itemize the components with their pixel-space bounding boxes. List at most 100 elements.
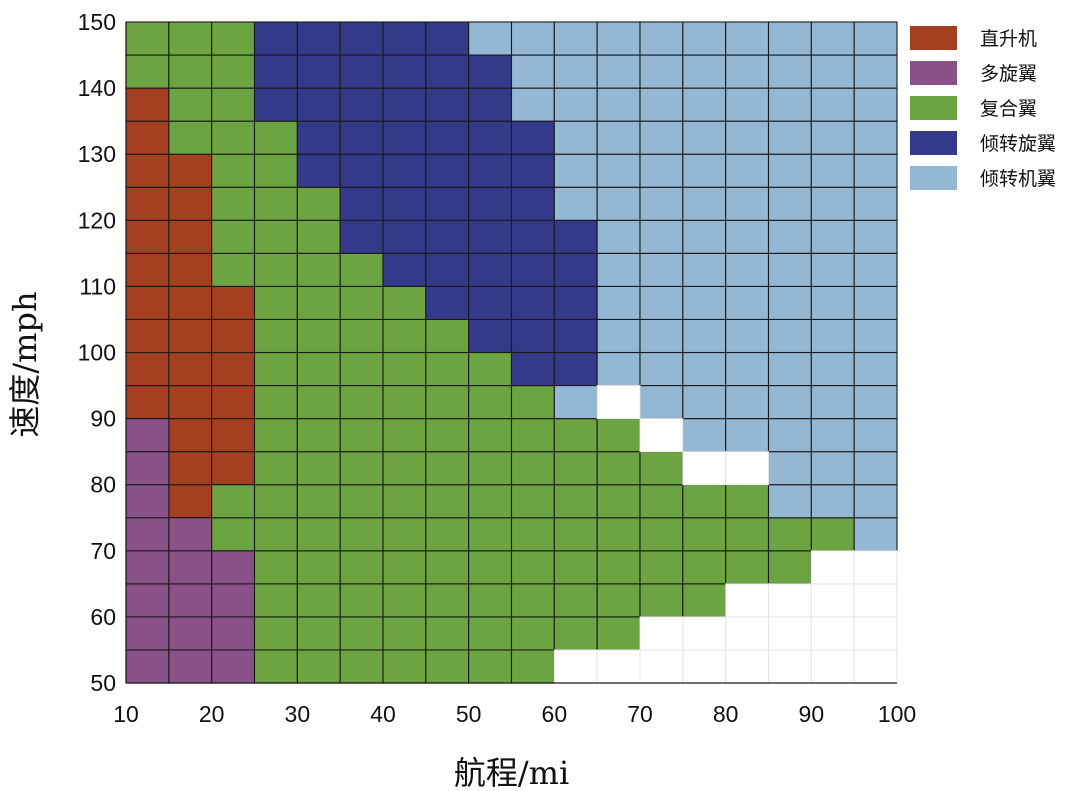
cell-76f45347673a-x15-y80 [168,451,213,486]
cell-590d54087ffc-x30-y95 [296,351,341,387]
cell-503e8f6c673a7ffc-x90-y135 [810,87,855,122]
cell-590d54087ffc-x30-y110 [296,252,341,287]
legend-label-76f45347673a: 直升机 [980,28,1037,50]
cell-590d54087ffc-x35-y85 [339,418,384,453]
cell-503e8f6c673a7ffc-x75-y120 [682,186,727,221]
cell-503e8f6c65cb7ffc-x30-y125 [296,153,341,188]
cell-590d54087ffc-x25-y130 [253,120,298,155]
cell-503e8f6c673a7ffc-x75-y145 [682,21,727,56]
cell-591a65cb7ffc-x10-y80 [125,451,170,486]
cell-590d54087ffc-x55-y50 [510,649,555,684]
cell-590d54087ffc-x25-y65 [253,550,298,585]
cell-591a65cb7ffc-x15-y50 [168,649,213,684]
cell-590d54087ffc-x75-y60 [682,583,727,618]
cell-590d54087ffc-x10-y145 [125,21,170,56]
cell-590d54087ffc-x25-y90 [253,384,298,420]
cell-503e8f6c673a7ffc-x65-y110 [596,252,641,287]
cell-503e8f6c65cb7ffc-x60-y100 [553,318,598,354]
cell-590d54087ffc-x10-y140 [125,54,170,89]
cell-503e8f6c673a7ffc-x90-y130 [810,120,855,155]
cell-590d54087ffc-x30-y65 [296,550,341,585]
cell-503e8f6c673a7ffc-x95-y80 [853,451,898,486]
y-axis-ticks: 50 60 70 80 90 100 110 120 130 140 150 [78,9,116,696]
cell-503e8f6c673a7ffc-x65-y105 [596,285,641,320]
cell-591a65cb7ffc-x10-y85 [125,418,170,453]
cell-503e8f6c673a7ffc-x70-y110 [639,252,684,287]
cell-590d54087ffc-x45-y95 [425,351,470,387]
empty-cell-x90-y60 [810,583,855,618]
cell-503e8f6c65cb7ffc-x45-y105 [425,285,470,320]
cell-590d54087ffc-x65-y75 [596,484,641,519]
cell-503e8f6c65cb7ffc-x50-y130 [468,120,513,155]
cell-503e8f6c673a7ffc-x95-y105 [853,285,898,320]
cell-503e8f6c673a7ffc-x85-y85 [767,418,812,453]
cell-590d54087ffc-x30-y80 [296,451,341,486]
cell-590d54087ffc-x45-y85 [425,418,470,453]
cell-590d54087ffc-x45-y55 [425,616,470,651]
empty-cell-x70-y85 [639,418,684,453]
cell-503e8f6c65cb7ffc-x50-y110 [468,252,513,287]
cell-503e8f6c65cb7ffc-x30-y145 [296,21,341,56]
cell-503e8f6c673a7ffc-x65-y95 [596,351,641,387]
cell-503e8f6c673a7ffc-x80-y140 [725,54,770,89]
cell-590d54087ffc-x20-y115 [211,219,256,254]
cell-503e8f6c673a7ffc-x70-y125 [639,153,684,188]
cell-503e8f6c673a7ffc-x85-y135 [767,87,812,122]
y-tick-label-100: 100 [78,340,116,366]
cell-503e8f6c65cb7ffc-x45-y125 [425,153,470,188]
cell-591a65cb7ffc-x15-y70 [168,517,213,552]
cell-503e8f6c65cb7ffc-x50-y120 [468,186,513,221]
cell-503e8f6c673a7ffc-x65-y130 [596,120,641,155]
cell-76f45347673a-x10-y100 [125,318,170,354]
cell-590d54087ffc-x40-y80 [382,451,427,486]
cell-590d54087ffc-x60-y55 [553,616,598,651]
cell-503e8f6c673a7ffc-x95-y95 [853,351,898,387]
cell-503e8f6c673a7ffc-x85-y130 [767,120,812,155]
cell-590d54087ffc-x50-y85 [468,418,513,453]
cell-503e8f6c673a7ffc-x65-y135 [596,87,641,122]
cell-590d54087ffc-x85-y70 [767,517,812,552]
cell-591a65cb7ffc-x10-y65 [125,550,170,585]
cell-503e8f6c673a7ffc-x65-y100 [596,318,641,354]
cell-503e8f6c65cb7ffc-x60-y110 [553,252,598,287]
cell-76f45347673a-x15-y75 [168,484,213,519]
empty-cell-x60-y50 [553,649,598,684]
cell-503e8f6c673a7ffc-x75-y105 [682,285,727,320]
cell-591a65cb7ffc-x20-y60 [211,583,256,618]
cell-503e8f6c673a7ffc-x60-y140 [553,54,598,89]
cell-590d54087ffc-x80-y75 [725,484,770,519]
x-tick-label-10: 10 [113,701,139,727]
empty-cell-x80-y55 [725,616,770,651]
cell-503e8f6c65cb7ffc-x35-y130 [339,120,384,155]
cell-503e8f6c65cb7ffc-x50-y135 [468,87,513,122]
x-tick-label-50: 50 [456,701,482,727]
legend-label-503e8f6c673a7ffc: 倾转机翼 [980,168,1056,190]
cell-503e8f6c673a7ffc-x90-y110 [810,252,855,287]
cell-503e8f6c673a7ffc-x80-y120 [725,186,770,221]
cell-590d54087ffc-x40-y75 [382,484,427,519]
empty-cell-x90-y65 [810,550,855,585]
cell-590d54087ffc-x15-y145 [168,21,213,56]
cell-503e8f6c65cb7ffc-x55-y105 [510,285,555,320]
cell-503e8f6c673a7ffc-x70-y90 [639,384,684,420]
cell-590d54087ffc-x85-y65 [767,550,812,585]
cell-590d54087ffc-x90-y70 [810,517,855,552]
cell-591a65cb7ffc-x15-y60 [168,583,213,618]
cell-503e8f6c65cb7ffc-x40-y120 [382,186,427,221]
cell-590d54087ffc-x50-y55 [468,616,513,651]
cell-503e8f6c673a7ffc-x95-y90 [853,384,898,420]
cell-503e8f6c673a7ffc-x95-y75 [853,484,898,519]
cell-590d54087ffc-x70-y65 [639,550,684,585]
cell-590d54087ffc-x45-y60 [425,583,470,618]
cell-590d54087ffc-x40-y60 [382,583,427,618]
cell-503e8f6c673a7ffc-x60-y90 [553,384,598,420]
cell-503e8f6c65cb7ffc-x30-y140 [296,54,341,89]
cell-591a65cb7ffc-x10-y50 [125,649,170,684]
cell-503e8f6c673a7ffc-x80-y85 [725,418,770,453]
cell-503e8f6c673a7ffc-x85-y80 [767,451,812,486]
cell-590d54087ffc-x55-y70 [510,517,555,552]
empty-cell-x90-y55 [810,616,855,651]
cell-590d54087ffc-x30-y60 [296,583,341,618]
cell-590d54087ffc-x35-y75 [339,484,384,519]
cell-503e8f6c65cb7ffc-x40-y110 [382,252,427,287]
